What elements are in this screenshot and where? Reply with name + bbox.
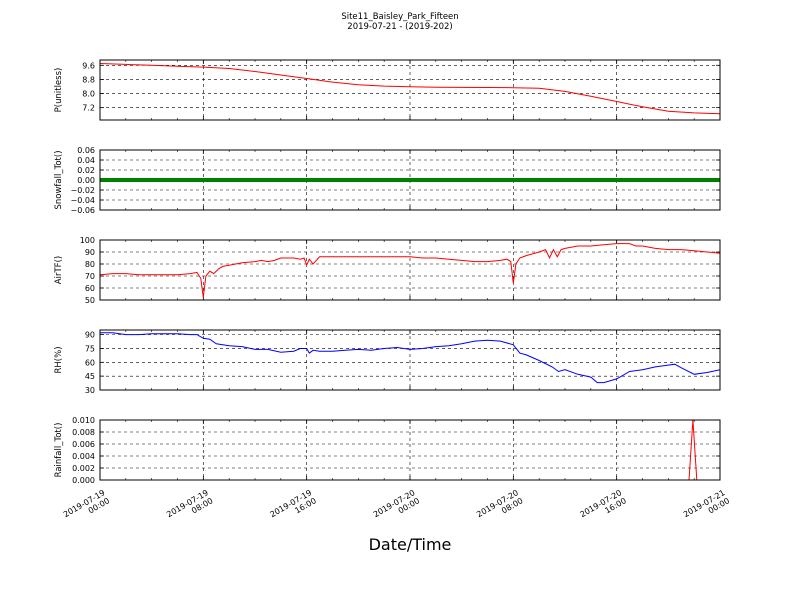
x-tick-label: 2019-07-1916:00 [268, 488, 317, 527]
y-tick-label: 60 [85, 358, 95, 367]
chart-title: Site11_Baisley_Park_Fifteen [341, 12, 458, 22]
y-tick-label: −0.02 [70, 186, 95, 195]
y-tick-label: 7.2 [82, 104, 95, 113]
y-axis-label: P(unitless) [54, 68, 64, 113]
y-tick-label: 70 [85, 272, 95, 281]
series-line [100, 243, 720, 298]
y-tick-label: 75 [85, 344, 95, 353]
y-tick-label: −0.06 [70, 206, 95, 215]
axes-frame [99, 149, 721, 211]
y-tick-label: 0.002 [72, 464, 95, 473]
chart-panel: 90 75 60 45 30 RH(%) [54, 329, 721, 395]
y-tick-label: 100 [80, 236, 95, 245]
y-axis-label: Snowfall_Tot() [54, 150, 64, 209]
chart-panel: 100 90 80 70 60 50 AirTF() [54, 236, 721, 305]
y-tick-label: 30 [85, 386, 95, 395]
y-tick-label: −0.04 [70, 196, 95, 205]
chart-panel: 0.060.040.020.00−0.02−0.04−0.06 Snowfall_… [54, 146, 721, 215]
chart-subtitle: 2019-07-21 - (2019-202) [347, 22, 452, 32]
series-line [100, 63, 720, 115]
y-axis-label: RH(%) [54, 346, 64, 373]
y-tick-label: 60 [85, 284, 95, 293]
y-tick-label: 0.000 [72, 476, 95, 485]
x-tick-label: 2019-07-1900:00 [62, 488, 111, 527]
axes-frame [99, 419, 721, 481]
x-tick-label: 2019-07-2000:00 [372, 488, 421, 527]
x-tick-label: 2019-07-2008:00 [475, 488, 524, 527]
chart-panel: 9.6 8.8 8.0 7.2 P(unitless) [54, 59, 721, 121]
y-tick-label: 8.8 [82, 75, 95, 84]
chart-panel: 0.010 0.008 0.006 0.004 0.002 0.000 Rainfall_T… [54, 416, 721, 485]
y-tick-label: 8.0 [82, 90, 95, 99]
y-tick-label: 0.006 [72, 440, 95, 449]
axes-frame [99, 329, 721, 391]
axes-frame [99, 239, 721, 301]
x-tick-label: 2019-07-2016:00 [578, 488, 627, 527]
y-tick-label: 0.00 [77, 176, 95, 185]
y-tick-label: 45 [85, 372, 95, 381]
x-tick-label: 2019-07-1908:00 [165, 488, 214, 527]
y-tick-label: 80 [85, 260, 95, 269]
y-tick-label: 0.06 [77, 146, 95, 155]
y-tick-label: 0.04 [77, 156, 95, 165]
y-axis-label: AirTF() [54, 256, 64, 284]
y-axis-label: Rainfall_Tot() [54, 423, 64, 478]
x-axis-label: Date/Time [369, 535, 452, 554]
y-tick-label: 0.004 [72, 452, 95, 461]
y-tick-label: 0.008 [72, 428, 95, 437]
panels: 9.68.88.07.2P(unitless)0.060.040.020.00−… [54, 59, 731, 527]
series-line [100, 332, 720, 384]
y-tick-label: 9.6 [82, 61, 95, 70]
y-tick-label: 90 [85, 248, 95, 257]
y-tick-label: 0.02 [77, 166, 95, 175]
x-tick-label: 2019-07-2100:00 [682, 488, 731, 527]
axes-frame [99, 59, 721, 121]
y-tick-label: 50 [85, 296, 95, 305]
y-tick-label: 0.010 [72, 416, 95, 425]
y-tick-label: 90 [85, 331, 95, 340]
